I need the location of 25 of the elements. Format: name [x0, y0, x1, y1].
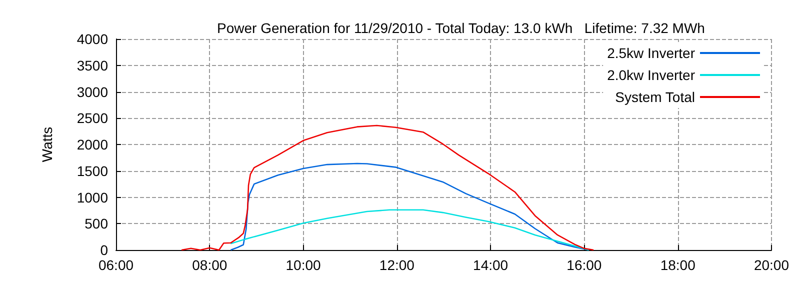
y-axis-title: Watts: [39, 126, 55, 162]
x-tick-label: 06:00: [98, 257, 134, 273]
y-tick-label: 3500: [76, 57, 108, 74]
y-tick-label: 1500: [76, 162, 108, 179]
y-tick-label: 4000: [76, 31, 108, 47]
y-tick-label: 2000: [76, 136, 108, 152]
x-tick-label: 10:00: [286, 257, 322, 273]
y-tick-label: 0: [100, 242, 108, 258]
legend-label: 2.0kw Inverter: [607, 67, 696, 83]
y-tick-label: 2500: [76, 110, 108, 126]
x-tick-label: 20:00: [754, 257, 790, 273]
x-tick-label: 18:00: [660, 257, 696, 273]
y-tick-label: 500: [84, 216, 108, 232]
y-tick-label: 3000: [76, 84, 108, 100]
x-tick-label: 16:00: [566, 257, 602, 273]
line-series: [230, 209, 590, 251]
x-tick-label: 12:00: [379, 257, 415, 273]
y-tick-label: 1000: [76, 189, 108, 206]
chart-title: Power Generation for 11/29/2010 - Total Today: 13.0 kWh Lifetime: 7.32 MWh: [217, 20, 705, 36]
line-series: [230, 162, 590, 251]
x-tick-label: 08:00: [192, 257, 228, 273]
legend-label: 2.5kw Inverter: [607, 45, 696, 61]
line-series: [180, 124, 594, 251]
x-tick-label: 14:00: [473, 257, 508, 273]
legend-label: System Total: [615, 89, 695, 105]
